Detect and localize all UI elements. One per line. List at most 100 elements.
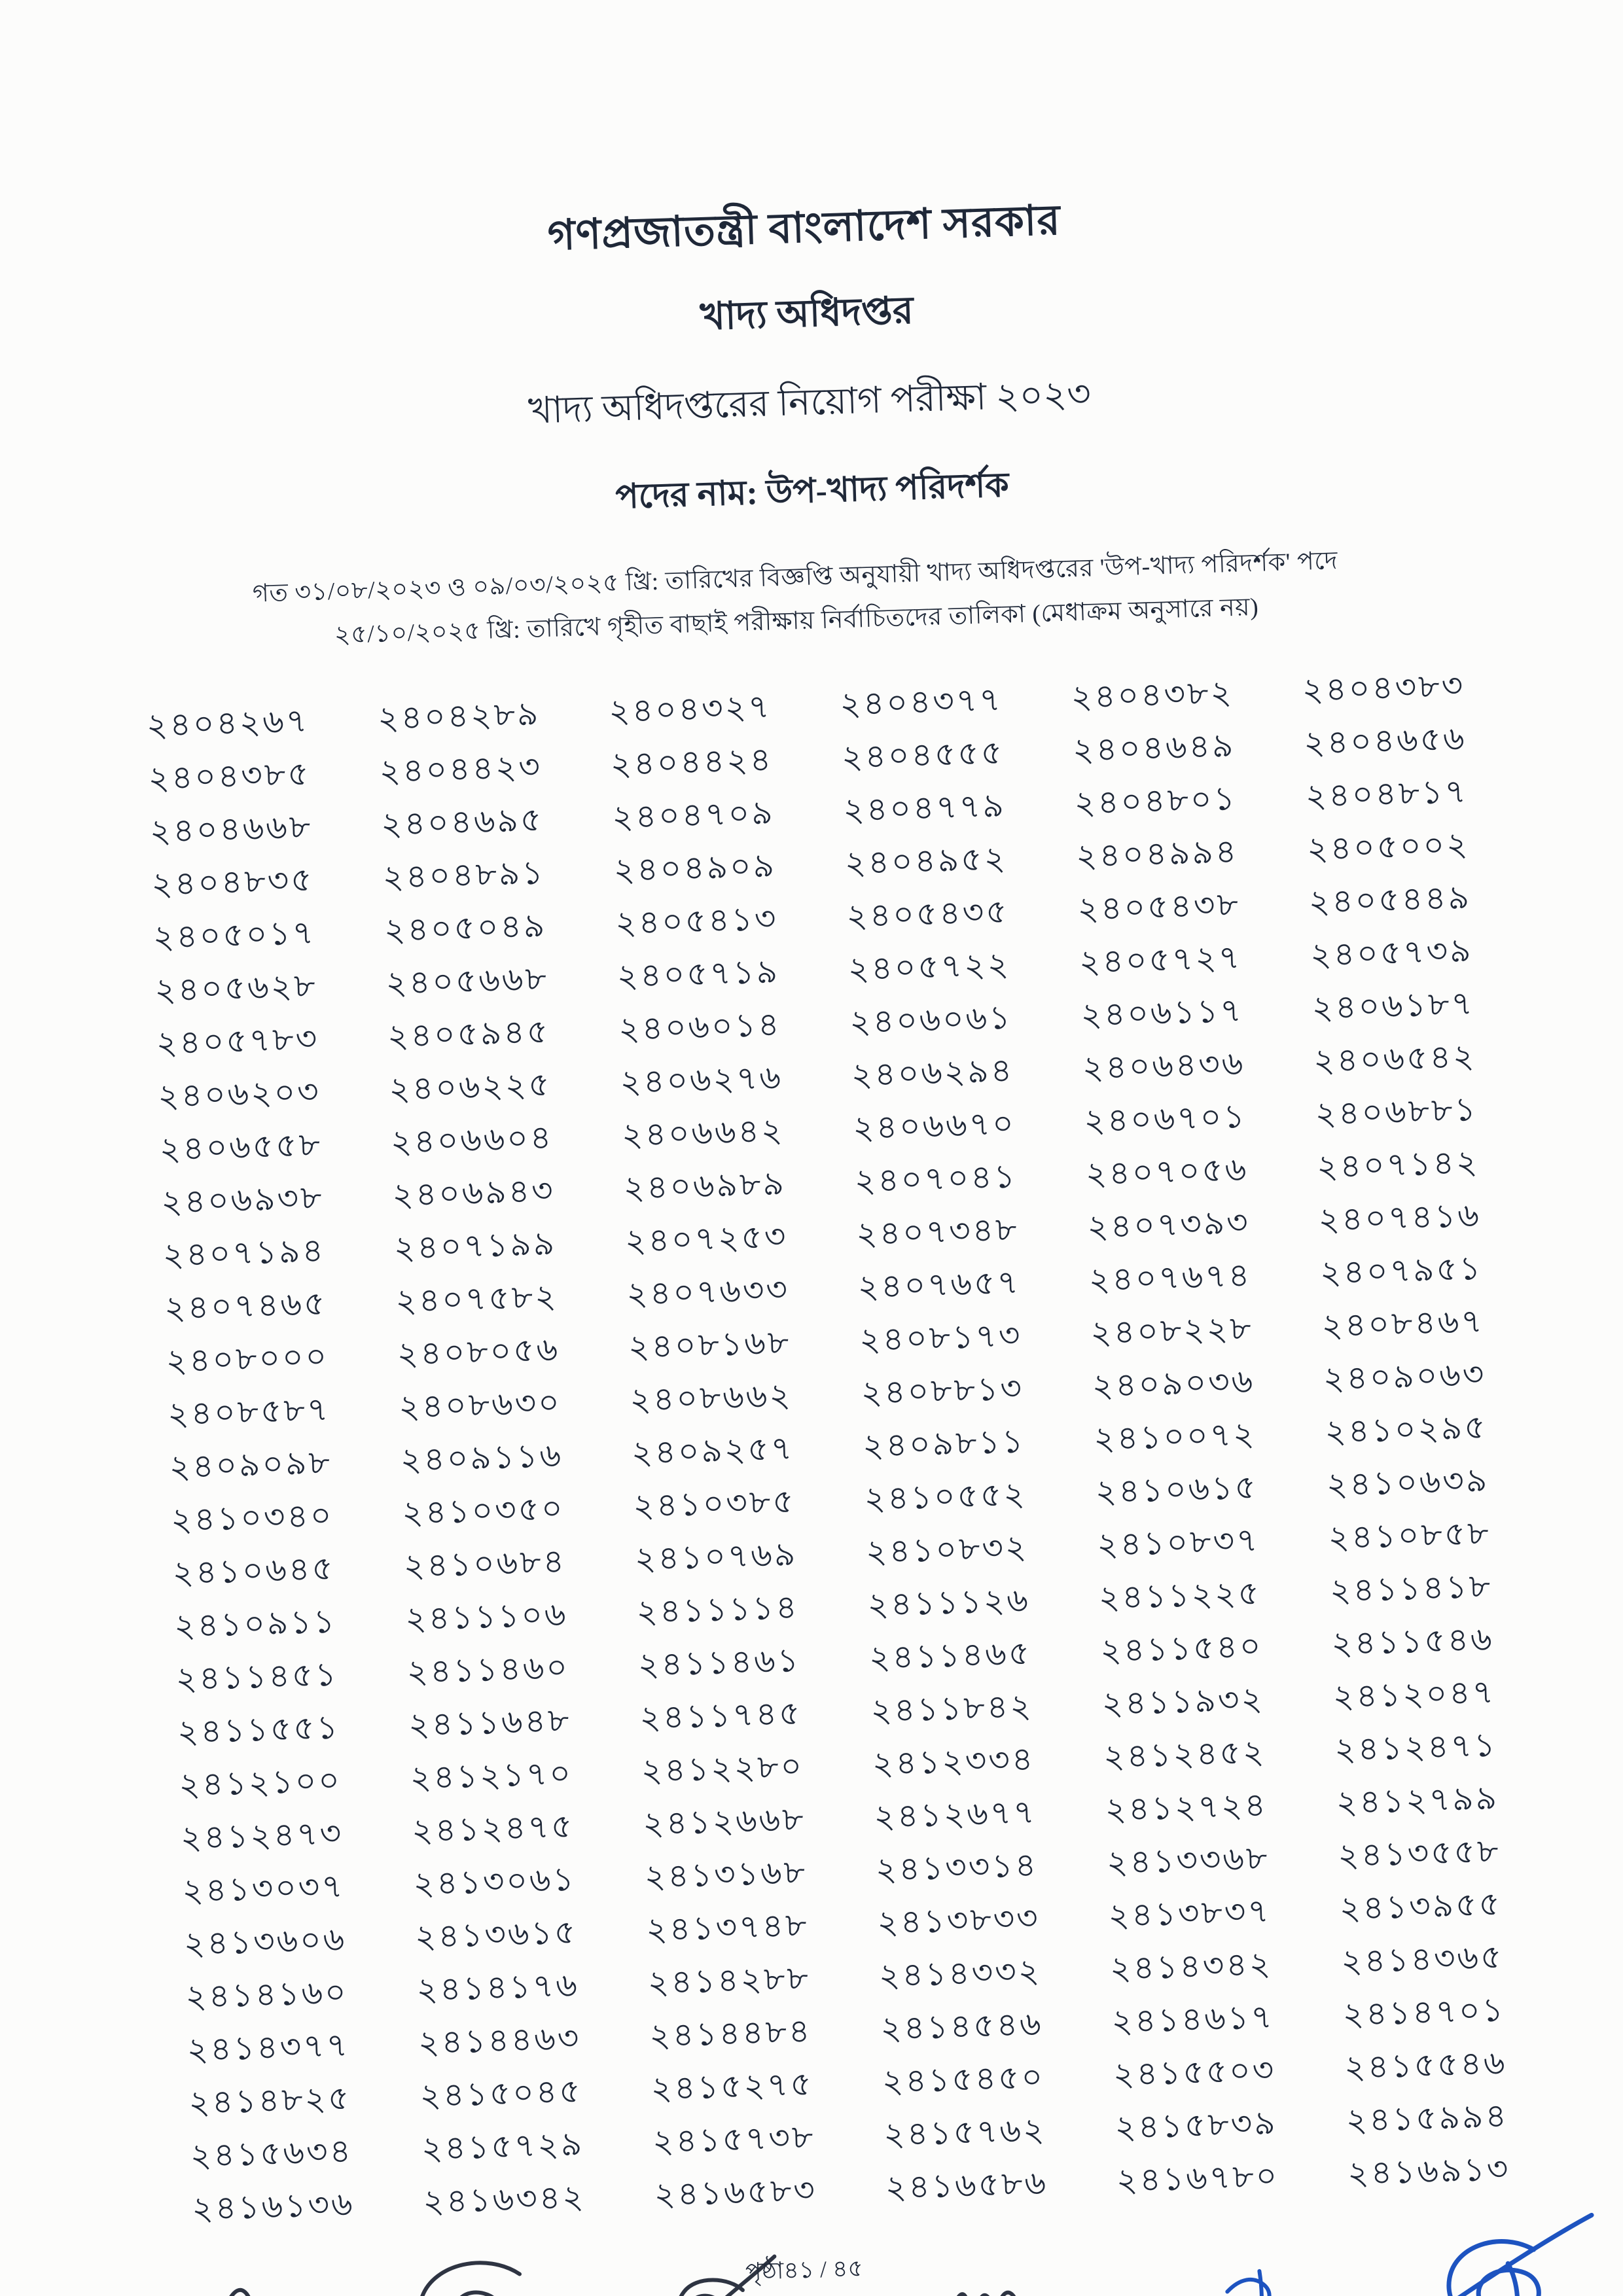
roll-number: ২৪০৬০১৪: [618, 1006, 782, 1048]
roll-number: ২৪০৫৭৮৩: [155, 1019, 319, 1062]
roll-number: ২৪১২৩৩৪: [872, 1740, 1036, 1782]
roll-number: ২৪০৫০৪৯: [383, 907, 548, 949]
roll-number: ২৪০৫৭৩৯: [1310, 932, 1474, 974]
roll-number: ২৪১৩৫৫৮: [1337, 1832, 1501, 1874]
roll-number: ২৪১৩৯৫৫: [1338, 1885, 1503, 1927]
roll-number: ২৪০৮৫৮৭: [167, 1390, 331, 1433]
roll-number: ২৪০৭১৯৯: [393, 1225, 557, 1267]
roll-number: ২৪১১৪৬০: [406, 1648, 570, 1691]
roll-number: ২৪০৪৭০৯: [611, 794, 776, 836]
signature-1: [209, 2287, 366, 2296]
roll-number: ২৪১১৯৩২: [1101, 1680, 1265, 1722]
roll-number: ২৪০৬৪৩৬: [1082, 1044, 1246, 1087]
roll-number: ২৪০৪৩৮৩: [1301, 667, 1465, 709]
roll-number: ২৪১৩৮৩৩: [876, 1899, 1041, 1941]
roll-number: ২৪০৫৪৪৯: [1308, 879, 1472, 921]
roll-number: ২৪০৫৭২৭: [1079, 938, 1243, 981]
roll-number: ২৪১৪৪৮৪: [649, 2012, 813, 2055]
roll-number: ২৪০৫৪৩৮: [1077, 885, 1241, 928]
roll-number: ২৪১০৫৫২: [863, 1475, 1027, 1517]
roll-number: ২৪০৪৭৭৯: [842, 786, 1007, 829]
roll-number: ২৪১১১০৬: [404, 1595, 569, 1638]
roll-number: ২৪০৯০৯৮: [168, 1443, 332, 1486]
roll-number: ২৪১২৭৯৯: [1335, 1779, 1499, 1821]
roll-number: ২৪১৩৮৩৭: [1107, 1892, 1272, 1934]
roll-number: ২৪১৬৫৮৩: [653, 2171, 817, 2214]
roll-number: ২৪১০৭৬৯: [634, 1535, 798, 1578]
signature-2: [417, 2261, 550, 2296]
roll-number: ২৪১৬৯১৩: [1347, 2150, 1511, 2192]
roll-number: ২৪১০০৭২: [1093, 1415, 1257, 1458]
roll-number: ২৪১১১১৪: [635, 1588, 800, 1631]
roll-number: ২৪০৬৯৪৩: [391, 1172, 556, 1214]
roll-number: ২৪০৪৮০১: [1073, 779, 1238, 822]
roll-number: ২৪০৬৬০৪: [390, 1119, 554, 1161]
roll-number: ২৪০৮১৬৮: [628, 1324, 792, 1366]
roll-number: ২৪১৪৬১৭: [1111, 1998, 1275, 2040]
roll-number: ২৪১১৮৪২: [870, 1687, 1034, 1729]
roll-number: ২৪০৮০০০: [165, 1337, 329, 1380]
roll-number: ২৪১২১০০: [178, 1761, 342, 1803]
roll-number: ২৪১১২২৫: [1097, 1574, 1262, 1616]
roll-number: ২৪১১৬৪৮: [408, 1701, 572, 1744]
roll-number: ২৪০৬৫৫৮: [158, 1125, 323, 1168]
roll-number: ২৪০৪৩৮২: [1070, 674, 1234, 716]
roll-number: ২৪০৪৮৩৫: [151, 861, 315, 903]
roll-number: ২৪০৪৩৭৭: [839, 680, 1003, 723]
roll-number: ২৪১২৪৭৫: [411, 1807, 575, 1850]
roll-number: ২৪১১৪৬৫: [868, 1634, 1033, 1676]
roll-number: ২৪১৪৩৩২: [878, 1952, 1042, 1994]
roll-number: ২৪১১৪৫১: [175, 1655, 339, 1698]
roll-number: ২৪০৮০৫৬: [396, 1330, 560, 1373]
roll-number: ২৪১৫০৪৫: [419, 2072, 583, 2114]
notice-block: গত ৩১/০৮/২০২৩ ও ০৯/০৩/২০২৫ খ্রি: তারিখের…: [95, 535, 1497, 664]
roll-number: ২৪০৮২২৮: [1090, 1309, 1254, 1352]
roll-number: ২৪০৭৩৯৩: [1086, 1203, 1251, 1246]
roll-number: ২৪০৮৪৬৭: [1321, 1302, 1485, 1345]
roll-number: ২৪০৫৭১৯: [616, 953, 780, 995]
signature-4: [931, 2290, 1062, 2296]
roll-number: ২৪০৬২২৫: [388, 1066, 552, 1108]
roll-number: ২৪১৪১৬০: [185, 1973, 349, 2015]
roll-number: ২৪০৬২০৩: [157, 1072, 321, 1115]
page-number-label: পৃষ্ঠা৪১ / ৪৫: [745, 2255, 864, 2285]
roll-number: ২৪১৫৬৩৪: [189, 2132, 353, 2174]
roll-number: ২৪১০৯১১: [173, 1602, 338, 1645]
roll-number: ২৪০৬২৯৪: [850, 1051, 1014, 1094]
roll-number: ২৪০৪৮৯১: [382, 854, 546, 896]
roll-number: ২৪১৩৭৪৮: [645, 1906, 810, 1949]
roll-number: ২৪১১৪৬১: [637, 1641, 801, 1684]
roll-number: ২৪০৭৫৮২: [395, 1277, 559, 1320]
roll-number: ২৪১৪৭০১: [1342, 1991, 1506, 2033]
signature-5: [1225, 2269, 1272, 2296]
roll-number: ২৪০৬০৬১: [849, 998, 1013, 1041]
roll-number: ২৪১২১৭০: [409, 1754, 573, 1797]
signature-6: [1326, 2212, 1594, 2296]
roll-number: ২৪১১৫৫১: [177, 1708, 340, 1751]
roll-number: ২৪১৪৪৬৩: [418, 2019, 582, 2062]
footer-block: পৃষ্ঠা৪১ / ৪৫: [35, 2200, 1623, 2296]
roll-number: ২৪০৮৬৬২: [629, 1377, 793, 1419]
roll-number: ২৪১৫৭৩৮: [652, 2118, 816, 2161]
roll-number: ২৪১২৪৭১: [1334, 1726, 1498, 1769]
roll-number: ২৪১০৮৫৮: [1327, 1514, 1491, 1557]
roll-number: ২৪১৪২৮৮: [647, 1959, 811, 2002]
roll-number: ২৪০৪৮১৭: [1304, 773, 1469, 815]
roll-number: ২৪১৩৩১৪: [875, 1846, 1039, 1888]
roll-number: ২৪১৬১৩৬: [191, 2185, 355, 2227]
roll-number: ২৪১০২৯৫: [1324, 1408, 1488, 1451]
roll-number: ২৪১৪১৭৬: [416, 1966, 580, 2009]
roll-number: ২৪০৪৩২৭: [608, 688, 772, 730]
roll-number: ২৪০৪৬৯৫: [380, 801, 544, 843]
roll-number: ২৪১২০৪৭: [1332, 1673, 1496, 1716]
roll-number: ২৪১১৫৪৬: [1330, 1620, 1495, 1663]
roll-number: ২৪১১১২৬: [866, 1581, 1031, 1623]
roll-number: ২৪১৪৫৪৬: [880, 2005, 1044, 2047]
roll-number: ২৪০৬৬৭০: [852, 1104, 1016, 1147]
roll-number: ২৪১০৮৩৭: [1096, 1521, 1260, 1563]
roll-number: ২৪০৬৯৩৮: [160, 1178, 325, 1221]
roll-number: ২৪১১৪১৮: [1329, 1567, 1493, 1610]
roll-number: ২৪০৭২৫৩: [624, 1218, 789, 1260]
